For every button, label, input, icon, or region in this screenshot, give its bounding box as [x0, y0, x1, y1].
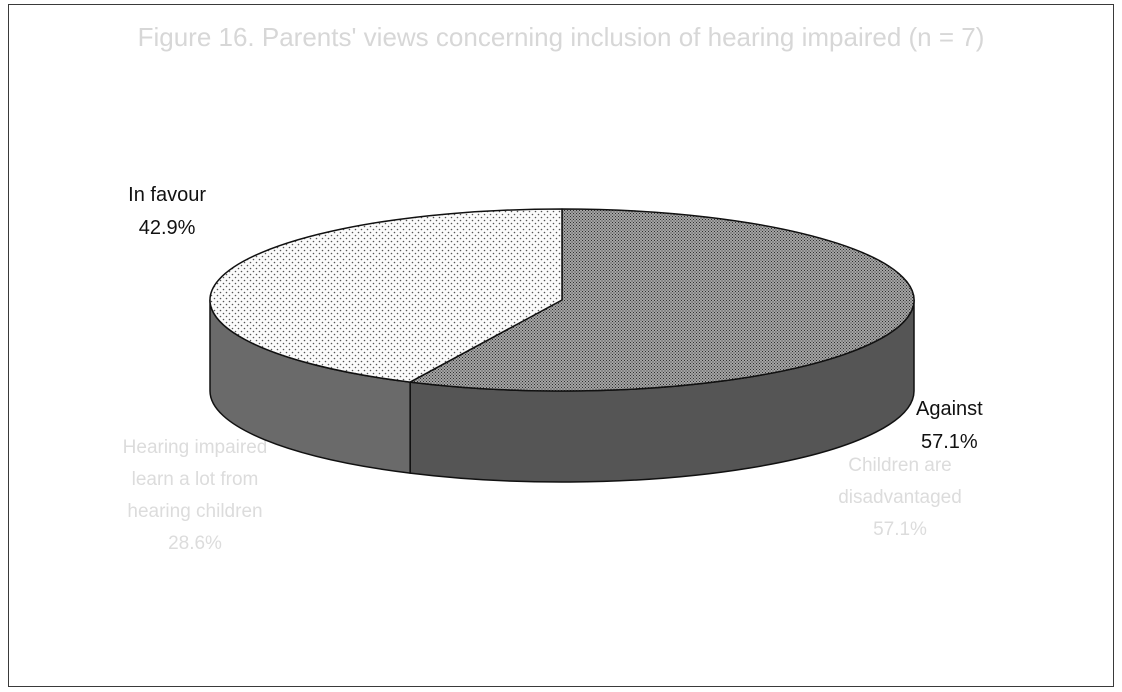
bleed-through-left-note: Hearing impaired learn a lot from hearin… — [95, 432, 295, 560]
bleed-through-line: 28.6% — [168, 533, 222, 554]
bleed-through-title: Figure 16. Parents' views concerning inc… — [137, 22, 985, 52]
slice-name: Against — [916, 398, 983, 420]
slice-top-1 — [209, 208, 563, 383]
bleed-through-line: hearing children — [127, 501, 263, 522]
bleed-through-line: learn a lot from — [131, 469, 259, 490]
pie-group — [209, 208, 915, 483]
chart-frame — [8, 4, 1114, 687]
bleed-through-line: Hearing impaired — [122, 437, 268, 458]
bleed-through-line: 57.1% — [873, 519, 927, 540]
slice-name: In favour — [128, 184, 206, 206]
slice-top-0 — [409, 208, 915, 392]
bleed-through-right-note: Children are disadvantaged 57.1% — [800, 450, 1000, 546]
slice-value: 42.9% — [138, 217, 196, 239]
bleed-through-line: Children are — [848, 455, 952, 476]
bleed-through-line: disadvantaged — [838, 487, 962, 508]
slice-value: 57.1% — [921, 431, 978, 453]
slice-label-against: Against 57.1% — [916, 393, 983, 459]
slice-label-in-favour: In favour 42.9% — [128, 179, 206, 245]
